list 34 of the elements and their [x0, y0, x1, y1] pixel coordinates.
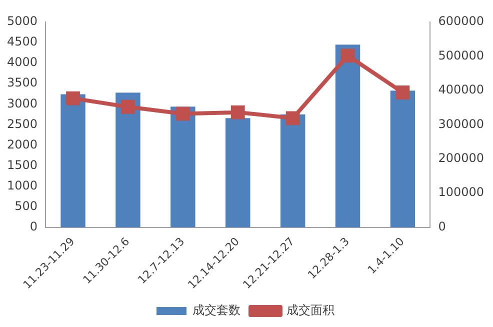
point	[230, 105, 245, 120]
bar	[116, 92, 140, 228]
point	[176, 106, 190, 121]
point	[396, 86, 410, 100]
legend-label: 成交套数	[192, 303, 240, 318]
bar	[335, 44, 360, 228]
bar	[390, 90, 416, 228]
point	[121, 100, 135, 114]
point	[286, 111, 300, 126]
y-tick-label: 4000	[6, 55, 38, 70]
y-tick-label: 3000	[6, 96, 38, 110]
y-tick-label: 3500	[6, 76, 38, 90]
bar	[226, 118, 250, 228]
y-tick-label: 1000	[6, 178, 38, 192]
y-tick-label: 1500	[6, 158, 38, 172]
bar	[170, 106, 196, 228]
y-tick-label: 5000	[6, 14, 38, 28]
y-tick-label: 2000	[6, 137, 38, 152]
y-tick-label: 2500	[6, 116, 38, 131]
y2-tick-label: 500000	[438, 48, 484, 62]
point	[340, 48, 355, 62]
y-tick-label: 4500	[6, 34, 38, 49]
y2-tick-label: 200000	[438, 151, 484, 166]
y2-tick-label: 300000	[438, 116, 484, 131]
y-tick-label: 500	[14, 198, 38, 213]
bar	[60, 94, 86, 228]
bar	[280, 114, 306, 228]
y2-tick-label: 400000	[438, 82, 484, 97]
legend-label: 成交面积	[286, 303, 334, 318]
point	[66, 91, 80, 106]
y2-tick-label: 600000	[438, 14, 484, 28]
y-tick-label: 0	[30, 219, 38, 234]
y2-tick-label: 0	[438, 219, 446, 234]
y2-tick-label: 100000	[438, 185, 484, 200]
